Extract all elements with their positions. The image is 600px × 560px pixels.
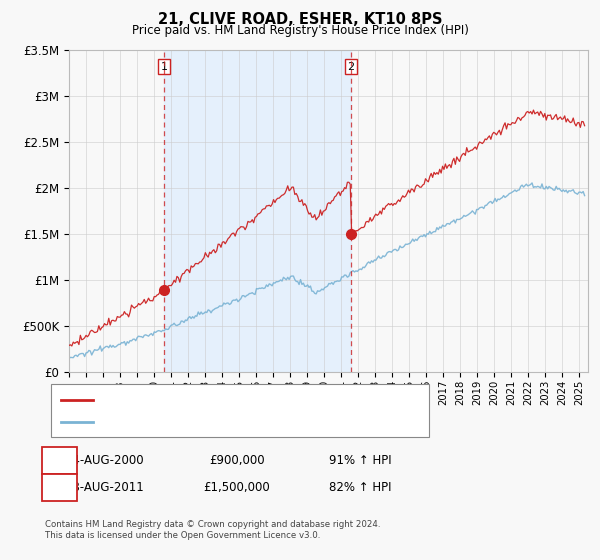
- Text: £900,000: £900,000: [209, 454, 265, 467]
- Text: 21, CLIVE ROAD, ESHER, KT10 8PS: 21, CLIVE ROAD, ESHER, KT10 8PS: [158, 12, 442, 27]
- Text: 21, CLIVE ROAD, ESHER, KT10 8PS (detached house): 21, CLIVE ROAD, ESHER, KT10 8PS (detache…: [100, 395, 388, 405]
- Text: 91% ↑ HPI: 91% ↑ HPI: [329, 454, 391, 467]
- Text: Price paid vs. HM Land Registry's House Price Index (HPI): Price paid vs. HM Land Registry's House …: [131, 24, 469, 37]
- Text: £1,500,000: £1,500,000: [203, 480, 271, 494]
- Text: HPI: Average price, detached house, Elmbridge: HPI: Average price, detached house, Elmb…: [100, 417, 358, 427]
- Text: 1: 1: [160, 62, 167, 72]
- Text: 2: 2: [347, 62, 355, 72]
- Text: 08-AUG-2011: 08-AUG-2011: [65, 480, 145, 494]
- Text: 82% ↑ HPI: 82% ↑ HPI: [329, 480, 391, 494]
- Text: 2: 2: [55, 480, 64, 494]
- Text: 1: 1: [55, 454, 64, 467]
- Text: 04-AUG-2000: 04-AUG-2000: [65, 454, 145, 467]
- Text: Contains HM Land Registry data © Crown copyright and database right 2024.
This d: Contains HM Land Registry data © Crown c…: [45, 520, 380, 540]
- Bar: [164, 50, 351, 372]
